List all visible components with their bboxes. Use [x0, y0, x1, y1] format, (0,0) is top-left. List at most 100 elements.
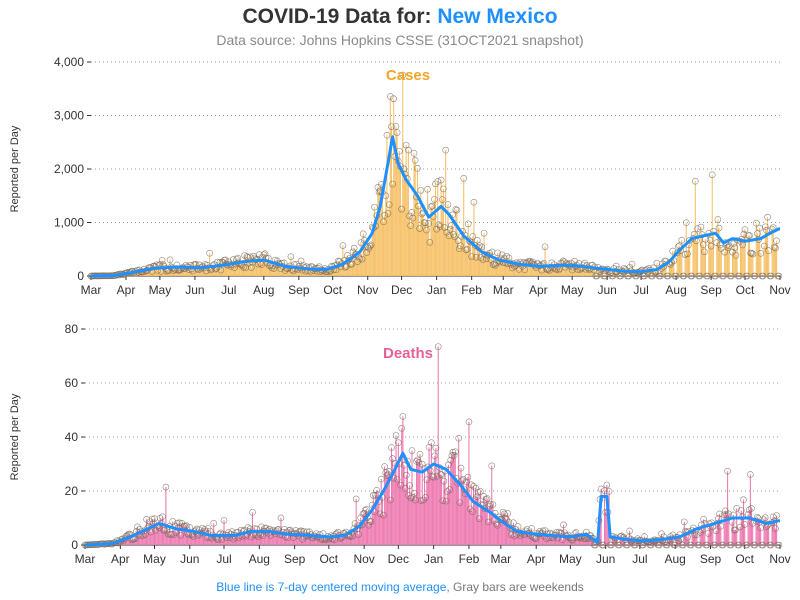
title-prefix: COVID-19 Data for:: [242, 5, 437, 28]
daily-marker: [682, 219, 690, 226]
daily-marker: [775, 541, 783, 549]
daily-marker: [467, 238, 474, 246]
daily-marker: [383, 472, 391, 479]
daily-marker: [466, 237, 473, 245]
daily-marker: [716, 510, 723, 518]
daily-marker: [339, 242, 347, 249]
x-tick-label: Jan: [427, 283, 446, 297]
daily-marker: [731, 244, 739, 251]
daily-marker: [270, 265, 278, 272]
y-tick-label: 1,000: [54, 216, 84, 230]
daily-marker: [687, 541, 695, 549]
daily-marker: [464, 473, 472, 481]
daily-marker: [617, 272, 625, 280]
daily-marker: [423, 476, 431, 483]
daily-marker: [746, 232, 753, 239]
chart-title: COVID-19 Data for: New Mexico: [242, 5, 557, 28]
daily-marker: [759, 272, 767, 280]
daily-marker: [363, 505, 370, 513]
daily-marker: [177, 531, 185, 539]
x-tick-label: Nov: [769, 552, 790, 566]
daily-marker: [447, 456, 455, 464]
x-tick-label: Jun: [598, 283, 617, 297]
daily-marker: [468, 253, 475, 260]
x-tick-label: Mar: [81, 283, 102, 297]
daily-marker: [647, 541, 655, 549]
x-tick-label: Sep: [700, 283, 722, 297]
daily-marker: [716, 241, 724, 249]
daily-marker: [242, 264, 250, 271]
daily-marker: [254, 533, 262, 540]
daily-marker: [653, 259, 661, 267]
daily-marker: [248, 264, 255, 271]
daily-marker: [472, 484, 480, 492]
daily-marker: [442, 146, 449, 154]
daily-marker: [624, 541, 631, 549]
daily-marker: [409, 214, 417, 222]
daily-marker: [704, 530, 712, 537]
daily-marker: [483, 255, 490, 263]
daily-marker: [736, 272, 743, 280]
daily-marker: [489, 501, 497, 508]
daily-marker: [747, 471, 754, 478]
daily-marker: [372, 491, 379, 499]
y-tick-label: 20: [65, 484, 79, 498]
daily-marker: [741, 521, 748, 528]
daily-marker: [152, 527, 159, 534]
daily-marker: [432, 180, 439, 188]
daily-marker: [387, 496, 394, 504]
daily-marker: [494, 249, 501, 257]
x-tick-label: Aug: [249, 552, 270, 566]
daily-marker: [472, 253, 480, 261]
daily-marker: [713, 239, 721, 247]
daily-marker: [373, 486, 380, 494]
daily-marker: [541, 243, 549, 251]
daily-marker: [210, 519, 218, 527]
panel-label: Cases: [386, 67, 430, 84]
daily-marker: [424, 185, 431, 193]
daily-marker: [387, 93, 394, 100]
daily-marker: [361, 507, 369, 514]
daily-marker: [431, 196, 438, 203]
daily-marker: [715, 224, 723, 232]
daily-marker: [655, 541, 663, 549]
daily-marker: [609, 272, 617, 280]
x-tick-label: Oct: [319, 552, 338, 566]
y-axis-label: Reported per Day: [9, 393, 21, 480]
daily-marker: [488, 462, 496, 470]
daily-marker: [380, 218, 387, 226]
daily-marker: [480, 229, 488, 237]
daily-marker: [356, 255, 364, 263]
daily-marker: [752, 219, 760, 227]
daily-marker: [769, 513, 777, 521]
daily-marker: [392, 123, 400, 130]
x-tick-label: Dec: [388, 552, 409, 566]
daily-marker: [680, 518, 688, 526]
daily-marker: [360, 510, 368, 517]
daily-marker: [335, 257, 342, 265]
daily-marker: [405, 146, 412, 154]
daily-marker: [482, 496, 490, 503]
footnote-gray: Gray bars are weekends: [450, 580, 584, 594]
daily-marker: [696, 272, 704, 280]
daily-marker: [425, 444, 433, 451]
moving-average-line: [84, 451, 781, 547]
daily-marker: [451, 233, 459, 241]
title-state: New Mexico: [437, 5, 557, 28]
daily-marker: [509, 264, 516, 272]
daily-marker: [626, 527, 633, 535]
daily-marker: [510, 519, 517, 526]
daily-marker: [371, 203, 378, 211]
x-tick-label: Nov: [357, 283, 378, 297]
daily-marker: [679, 541, 687, 549]
daily-marker: [708, 171, 716, 179]
daily-marker: [240, 263, 247, 271]
daily-marker: [388, 444, 395, 451]
daily-marker: [751, 272, 759, 280]
daily-marker: [147, 528, 155, 536]
x-tick-label: May: [149, 283, 172, 297]
daily-marker: [277, 514, 285, 522]
daily-marker: [183, 522, 190, 529]
daily-marker: [714, 216, 722, 223]
daily-marker: [699, 241, 707, 248]
